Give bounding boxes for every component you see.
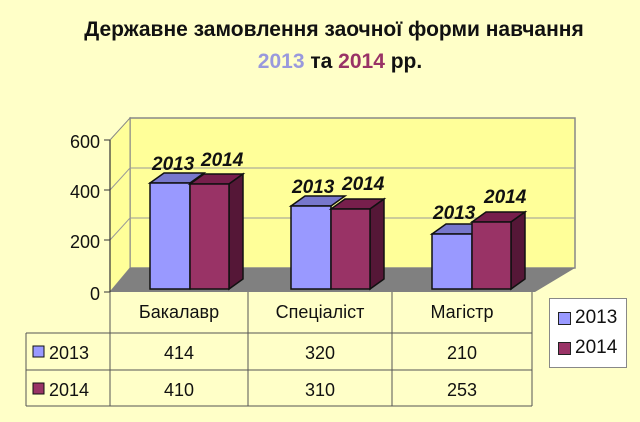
bar-2014-spetsialist [330,208,371,290]
table-swatch-2014 [32,382,45,395]
title-suffix: рр. [384,50,423,73]
legend-label-2014: 2014 [575,337,618,358]
table-cell-2014-bakalavr: 410 [164,380,194,400]
bar-label-2014-magistr: 2014 [483,187,527,208]
table-cell-2013-magistr: 210 [447,343,477,363]
bar-label-2013-bakalavr: 2013 [151,154,195,175]
y-tick-600: 600 [70,132,100,152]
plot-side-wall [109,116,131,294]
bar-group-bakalavr [147,172,246,291]
chart-title-line2: 2013 та 2014 рр. [20,50,640,74]
legend-item-2013: 2013 [558,307,617,329]
legend-item-2014: 2014 [558,337,617,359]
title-conjunction: та [304,50,339,73]
bar-label-2013-spetsialist: 2013 [291,177,335,198]
bar-label-2014-spetsialist: 2014 [341,174,385,195]
bar-2013-magistr [431,233,473,290]
bar-2014-bakalavr [189,183,230,290]
data-table [25,292,533,407]
table-swatch-2013 [32,345,45,358]
bar-2013-spetsialist [290,205,332,290]
bar-label-2013-magistr: 2013 [432,203,476,224]
legend-label-2013: 2013 [575,307,618,328]
table-row-label-2013: 2013 [49,343,89,363]
legend-swatch-2013 [558,311,571,325]
table-cell-2013-bakalavr: 414 [164,343,194,363]
legend-swatch-2014 [558,341,571,355]
chart-title-line1: Державне замовлення заочної форми навчан… [84,18,584,41]
gridlines [109,167,575,241]
title-year-2014: 2014 [338,50,385,73]
bar-group-magistr [429,210,528,291]
chart-legend: 2013 2014 [549,298,627,368]
y-tick-0: 0 [90,284,100,304]
y-tick-200: 200 [70,232,100,252]
table-header-bakalavr: Бакалавр [139,302,219,322]
bar-label-2014-bakalavr: 2014 [200,150,244,171]
bar-2014-magistr [471,221,512,290]
table-header-magistr: Магістр [430,302,493,322]
title-year-2013: 2013 [257,50,305,73]
table-header-spetsialist: Спеціаліст [276,302,365,322]
bar-group-spetsialist [288,195,387,291]
table-cell-2014-spetsialist: 310 [305,380,335,400]
bar-2013-bakalavr [149,182,191,290]
table-cell-2014-magistr: 253 [447,380,477,400]
y-tick-400: 400 [70,182,100,202]
table-row-label-2014: 2014 [49,380,89,400]
table-cell-2013-spetsialist: 320 [305,343,335,363]
